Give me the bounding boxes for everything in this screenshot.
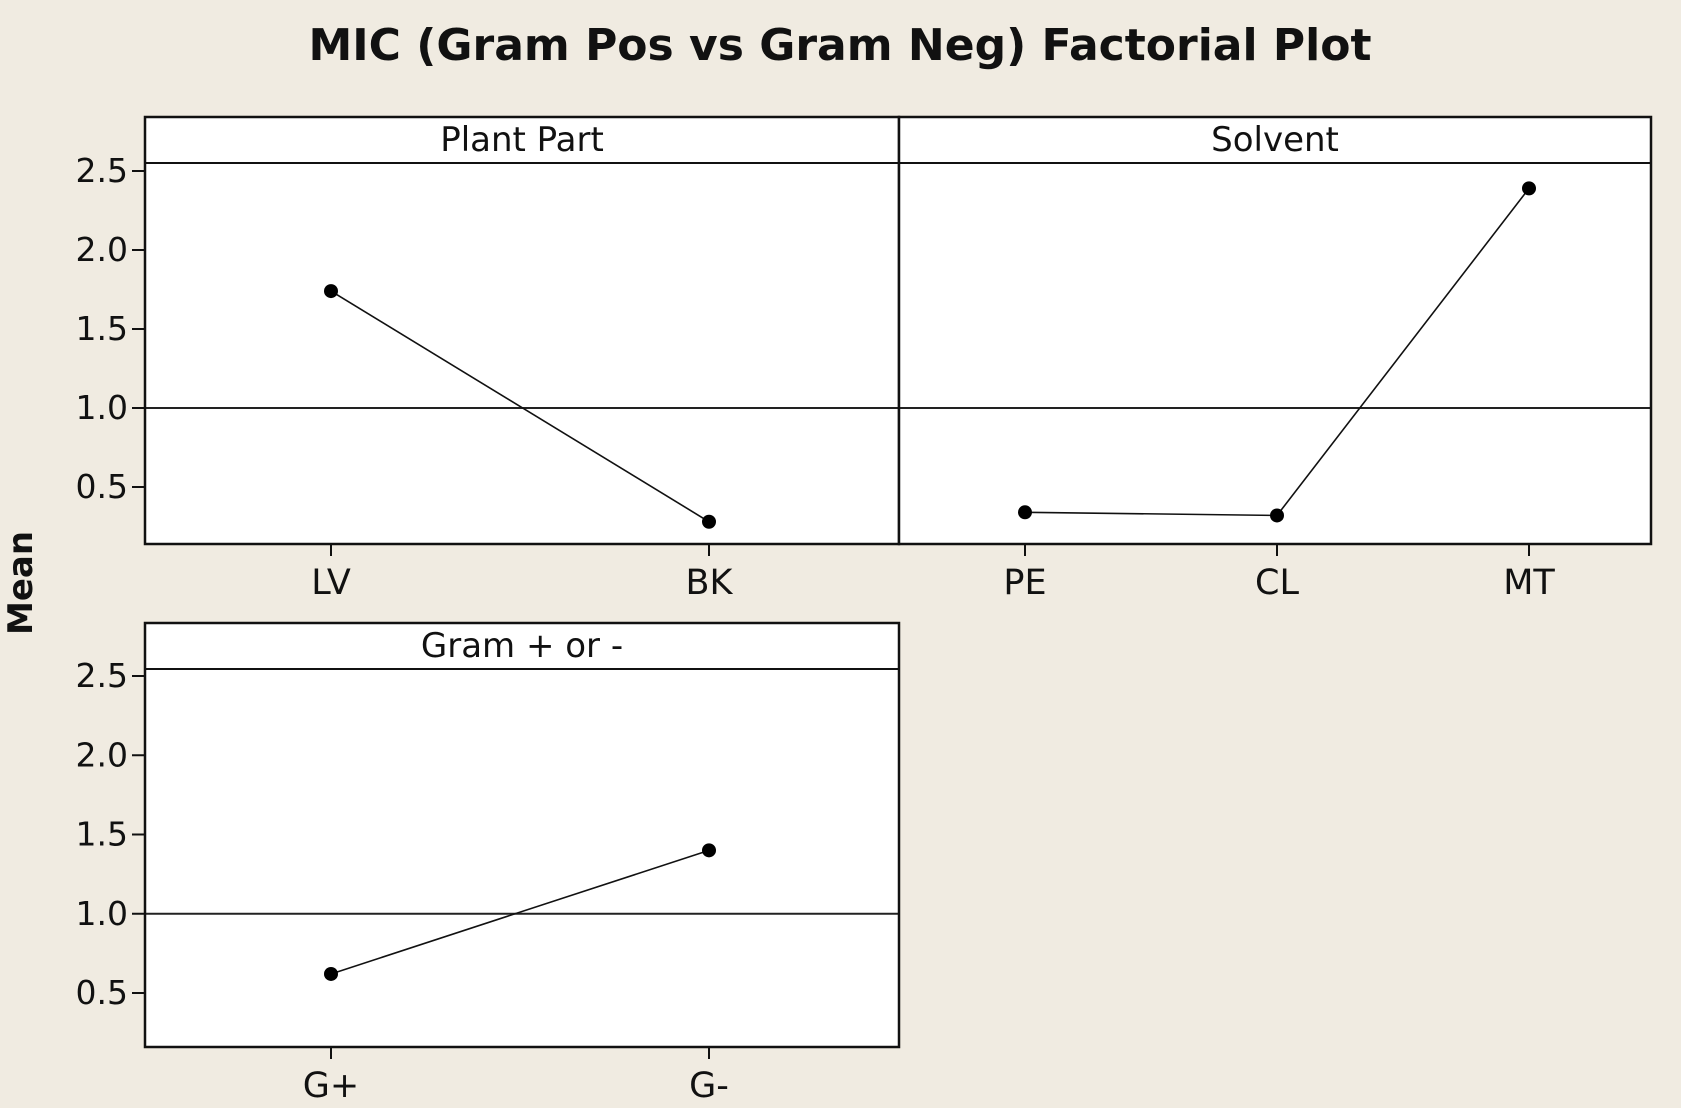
panels: Plant Part 0.5 1.0 1.5 2.0 2.5 LV BK Solvent PE CL… [76,115,1653,1106]
y-tick-label: 1.5 [76,309,128,348]
data-point-gplus [324,966,338,981]
series-line [330,290,710,523]
panel-border [897,115,1653,546]
panel-plant-part: Plant Part 0.5 1.0 1.5 2.0 2.5 LV BK [76,115,901,603]
panel-label: Plant Part [440,120,604,160]
x-tick-label-lv: LV [311,563,351,603]
y-tick-label: 2.0 [76,230,128,269]
data-point-gminus [702,843,716,858]
chart-title: MIC (Gram Pos vs Gram Neg) Factorial Plo… [309,20,1372,71]
data-point-lv [324,284,338,299]
data-point-cl [1270,508,1284,523]
panel-label: Gram + or - [421,626,623,666]
x-tick-label-gplus: G+ [303,1066,359,1106]
y-tick-label: 2.5 [76,151,128,190]
y-tick-label: 2.5 [76,656,128,695]
panel-label: Solvent [1211,120,1339,160]
panel-gram-plus-or-minus: Gram + or - 0.5 1.0 1.5 2.0 2.5 G+ G- [76,621,901,1106]
panel-solvent: Solvent PE CL MT [897,115,1653,603]
x-tick-label-gminus: G- [689,1066,729,1106]
x-tick-label-bk: BK [686,563,734,603]
panel-background [145,623,899,1047]
y-tick-label: 0.5 [76,467,128,506]
y-tick-label: 1.0 [76,388,128,427]
y-tick-label: 1.5 [76,815,128,854]
y-tick-label: 0.5 [76,973,128,1012]
x-tick-label-cl: CL [1255,563,1299,603]
panel-background [145,117,899,544]
x-tick-label-pe: PE [1003,563,1046,603]
y-tick-label: 1.0 [76,894,128,933]
panel-background [899,117,1651,544]
y-axis-label: Mean [1,531,41,635]
data-point-bk [702,514,716,529]
y-tick-label: 2.0 [76,735,128,774]
series-line [330,849,710,975]
data-point-mt [1522,181,1536,196]
x-tick-label-mt: MT [1503,563,1555,603]
data-point-pe [1018,505,1032,520]
